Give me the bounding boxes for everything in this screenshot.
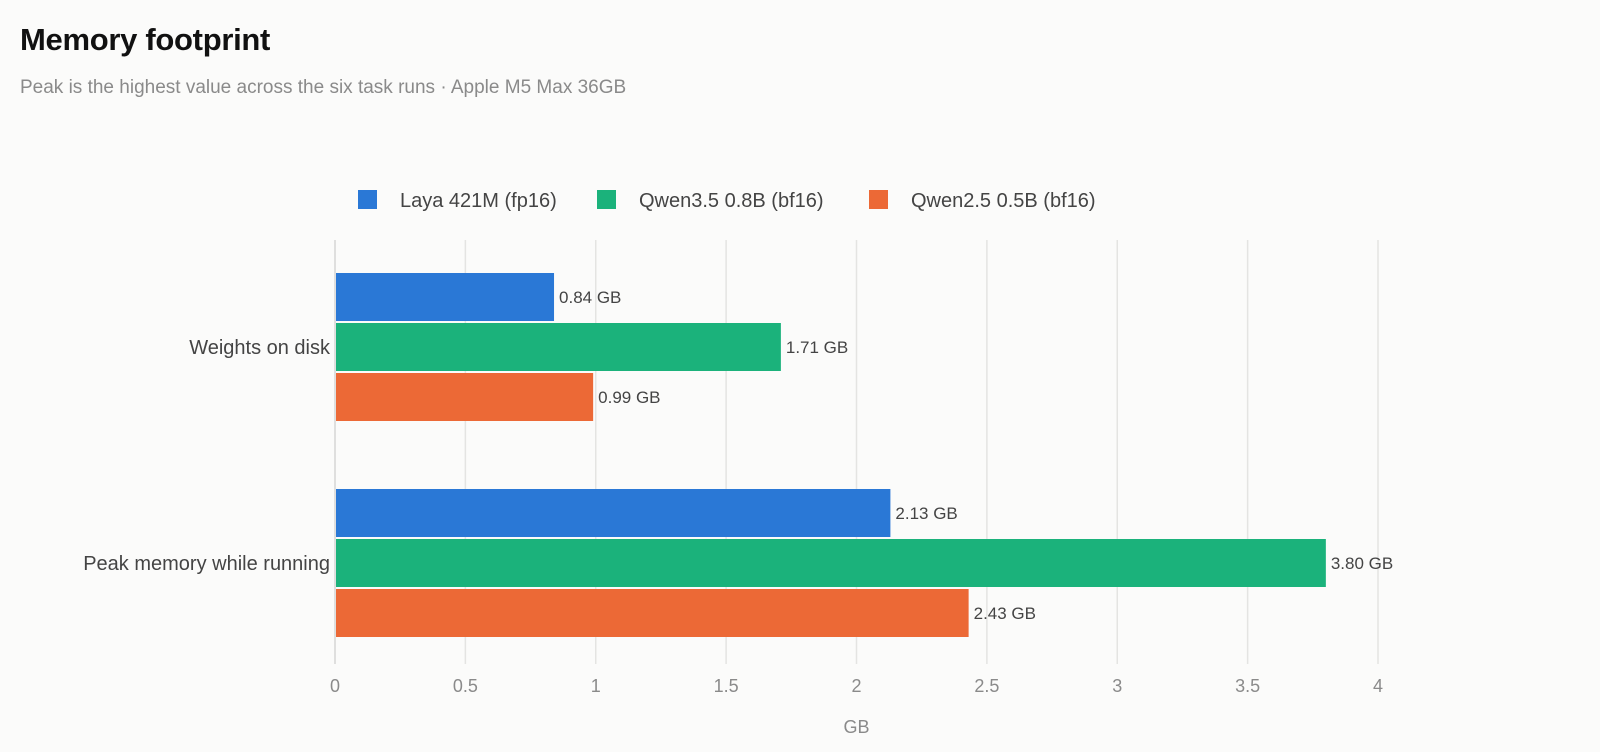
bar-value-labels: 0.84 GB 1.71 GB 0.99 GB 2.13 GB 3.80 GB 2.43 … bbox=[559, 288, 1393, 623]
x-tick-label: 4 bbox=[1373, 676, 1383, 696]
x-tick-label: 1.5 bbox=[714, 676, 739, 696]
x-tick-label: 2 bbox=[851, 676, 861, 696]
legend: Laya 421M (fp16) Qwen3.5 0.8B (bf16) Qwen2… bbox=[358, 190, 1096, 212]
x-tick-label: 0 bbox=[330, 676, 340, 696]
chart-title: Memory footprint bbox=[20, 22, 271, 57]
legend-label: Qwen2.5 0.5B (bf16) bbox=[911, 190, 1096, 212]
legend-swatch bbox=[358, 190, 377, 209]
bar bbox=[336, 589, 969, 637]
bar bbox=[336, 273, 555, 321]
bar bbox=[336, 323, 781, 371]
bar bbox=[336, 539, 1326, 587]
legend-label: Laya 421M (fp16) bbox=[400, 190, 557, 212]
x-tick-label: 3.5 bbox=[1235, 676, 1260, 696]
x-tick-label: 0.5 bbox=[453, 676, 478, 696]
bar bbox=[336, 373, 594, 421]
bar-value-label: 1.71 GB bbox=[786, 338, 848, 357]
x-tick-label: 2.5 bbox=[974, 676, 999, 696]
category-label: Weights on disk bbox=[189, 337, 331, 359]
legend-swatch bbox=[869, 190, 888, 209]
chart-subtitle: Peak is the highest value across the six… bbox=[20, 77, 627, 98]
x-tick-label: 1 bbox=[591, 676, 601, 696]
x-axis-title: GB bbox=[843, 717, 869, 737]
bar-value-label: 0.84 GB bbox=[559, 288, 621, 307]
bar-value-label: 3.80 GB bbox=[1331, 554, 1393, 573]
grid-lines bbox=[334, 240, 1379, 664]
bars bbox=[336, 273, 1326, 637]
category-label: Peak memory while running bbox=[83, 553, 330, 575]
x-axis-ticks: 0 0.5 1 1.5 2 2.5 3 3.5 4 bbox=[330, 676, 1383, 696]
bar-value-label: 2.43 GB bbox=[974, 604, 1036, 623]
category-labels: Weights on disk Peak memory while running bbox=[83, 337, 331, 575]
bar bbox=[336, 489, 891, 537]
bar-value-label: 0.99 GB bbox=[598, 388, 660, 407]
legend-label: Qwen3.5 0.8B (bf16) bbox=[639, 190, 824, 212]
legend-swatch bbox=[597, 190, 616, 209]
bar-value-label: 2.13 GB bbox=[895, 504, 957, 523]
x-tick-label: 3 bbox=[1112, 676, 1122, 696]
